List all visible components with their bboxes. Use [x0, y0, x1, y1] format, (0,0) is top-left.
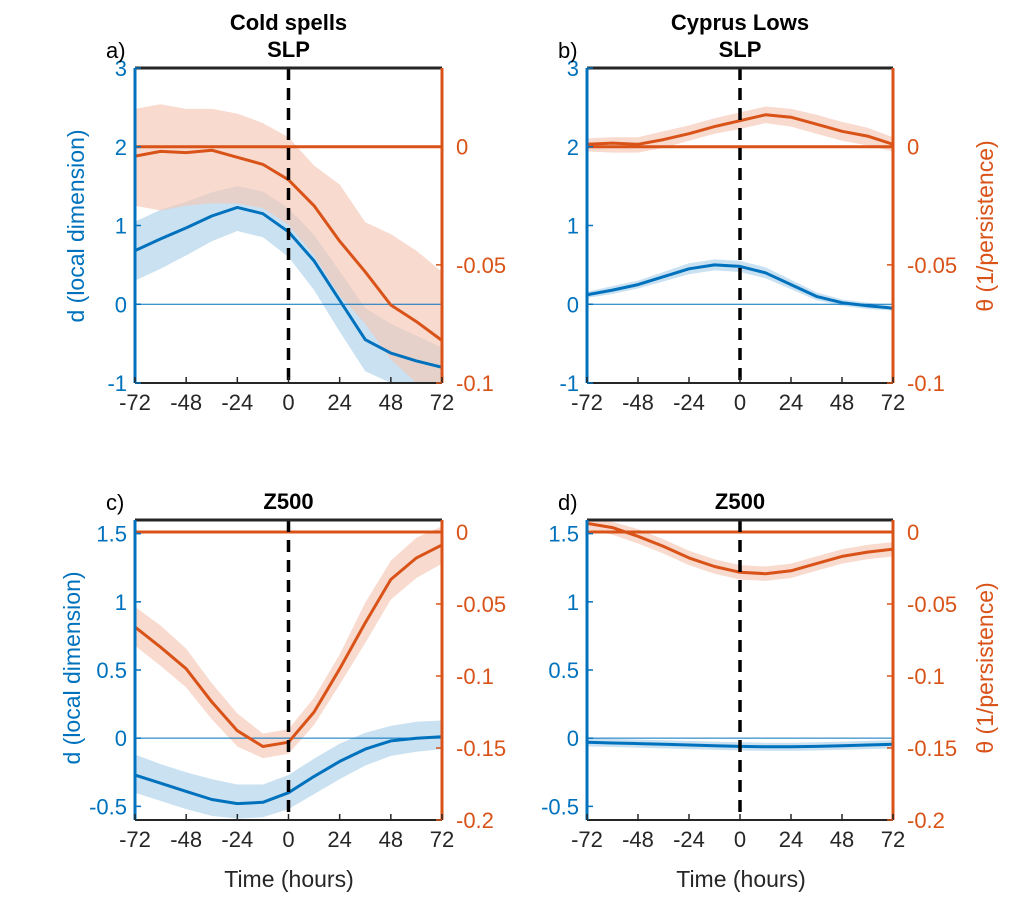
right-tick-label: -0.2	[456, 808, 494, 833]
right-ylabel-bottom: θ (1/persistence)	[972, 582, 998, 753]
panel-title: Cyprus Lows	[671, 10, 809, 35]
panel-title: SLP	[267, 37, 310, 62]
panel-4: -72 -48 -24 0 24 48 72 -0.5 0 0.5 1 1.5 -0.2 -0.15 -0.…	[541, 489, 957, 852]
x-tick-label: -48	[170, 390, 202, 415]
left-ylabel-bottom: d (local dimension)	[59, 571, 85, 764]
x-tick-label: 72	[881, 827, 905, 852]
theta-confidence-band	[587, 520, 893, 581]
right-tick-label: 0	[907, 135, 919, 160]
right-tick-label: -0.05	[456, 253, 506, 278]
right-tick-label: -0.1	[456, 664, 494, 689]
panel-label: d)	[558, 490, 578, 515]
x-tick-label: -24	[673, 390, 705, 415]
left-tick-label: -0.5	[89, 794, 127, 819]
right-tick-label: 0	[456, 135, 468, 160]
x-tick-label: -24	[221, 827, 253, 852]
panel-title: Cold spells	[230, 10, 347, 35]
d-confidence-band	[135, 720, 442, 819]
x-tick-label: -72	[571, 827, 603, 852]
plot-area	[587, 106, 893, 311]
right-ylabel-top: θ (1/persistence)	[972, 140, 998, 311]
x-tick-label: 0	[734, 390, 746, 415]
panel-3: -72 -48 -24 0 24 48 72 -0.5 0 0.5 1 1.5 -0.2 -0.15 -0.…	[89, 489, 506, 852]
right-tick-label: -0.05	[907, 253, 957, 278]
plot-area	[135, 104, 442, 383]
left-ylabel-top: d (local dimension)	[63, 129, 89, 322]
x-tick-label: -24	[221, 390, 253, 415]
right-tick-label: -0.05	[456, 592, 506, 617]
x-tick-label: -48	[622, 827, 654, 852]
left-tick-label: 1.5	[548, 522, 579, 547]
x-tick-label: 48	[830, 390, 854, 415]
panel-label: a)	[106, 38, 126, 63]
theta-confidence-band	[135, 104, 442, 383]
theta-mean-line	[587, 113, 893, 146]
x-tick-label: -72	[119, 390, 151, 415]
left-tick-label: 0.5	[548, 658, 579, 683]
panel-label: b)	[558, 38, 578, 63]
x-tick-label: 24	[327, 827, 351, 852]
x-tick-label: -72	[119, 827, 151, 852]
x-tick-label: 24	[779, 390, 803, 415]
panel-title: Z500	[263, 489, 313, 514]
left-tick-label: -0.5	[541, 794, 579, 819]
theta-mean-line	[587, 521, 893, 576]
x-tick-label: 0	[282, 827, 294, 852]
panel-title: Z500	[715, 489, 765, 514]
x-tick-label: 72	[881, 390, 905, 415]
x-tick-label: 0	[734, 827, 746, 852]
x-tick-label: -48	[170, 827, 202, 852]
left-tick-label: 1	[567, 214, 579, 239]
left-tick-label: 2	[115, 135, 127, 160]
left-tick-label: 0	[567, 726, 579, 751]
x-tick-label: 24	[779, 827, 803, 852]
left-tick-label: 3	[567, 56, 579, 81]
x-tick-label: 24	[327, 390, 351, 415]
left-tick-label: 1	[567, 590, 579, 615]
left-tick-label: 0	[115, 292, 127, 317]
right-tick-label: 0	[456, 520, 468, 545]
x-tick-label: 48	[830, 827, 854, 852]
xlabel-left: Time (hours)	[224, 866, 354, 892]
panel-2: -72 -48 -24 0 24 48 72 -1 0 1 2 3 -0.1 -0.05 0 Cyprus L…	[558, 10, 957, 415]
left-tick-label: -1	[107, 371, 127, 396]
x-tick-label: 72	[430, 390, 454, 415]
x-tick-label: -48	[622, 390, 654, 415]
right-tick-label: 0	[907, 520, 919, 545]
plot-area	[587, 520, 893, 751]
panel-title: SLP	[719, 37, 762, 62]
left-tick-label: 1.5	[96, 522, 127, 547]
left-tick-label: 0.5	[96, 658, 127, 683]
d-mean-line	[587, 263, 893, 310]
x-tick-label: -24	[673, 827, 705, 852]
left-tick-label: 0	[115, 726, 127, 751]
right-tick-label: -0.15	[456, 736, 506, 761]
left-tick-label: 3	[115, 56, 127, 81]
d-mean-line	[135, 735, 442, 806]
x-tick-label: 48	[379, 390, 403, 415]
panel-1: -72 -48 -24 0 24 48 72 -1 0 1 2 3 -0.1 -0.05 0 Cold spe…	[106, 10, 506, 415]
right-tick-label: -0.1	[907, 664, 945, 689]
x-tick-label: 72	[430, 827, 454, 852]
panel-label: c)	[106, 490, 124, 515]
left-tick-label: 1	[115, 214, 127, 239]
right-tick-label: -0.05	[907, 592, 957, 617]
left-tick-label: 2	[567, 135, 579, 160]
x-tick-label: 0	[282, 390, 294, 415]
right-tick-label: -0.2	[907, 808, 945, 833]
left-tick-label: -1	[559, 371, 579, 396]
right-tick-label: -0.15	[907, 736, 957, 761]
x-tick-label: 48	[379, 827, 403, 852]
xlabel-right: Time (hours)	[676, 866, 806, 892]
left-tick-label: 1	[115, 590, 127, 615]
d-confidence-band	[135, 186, 442, 383]
left-tick-label: 0	[567, 292, 579, 317]
x-tick-label: -72	[571, 390, 603, 415]
right-tick-label: -0.1	[456, 371, 494, 396]
right-tick-label: -0.1	[907, 371, 945, 396]
